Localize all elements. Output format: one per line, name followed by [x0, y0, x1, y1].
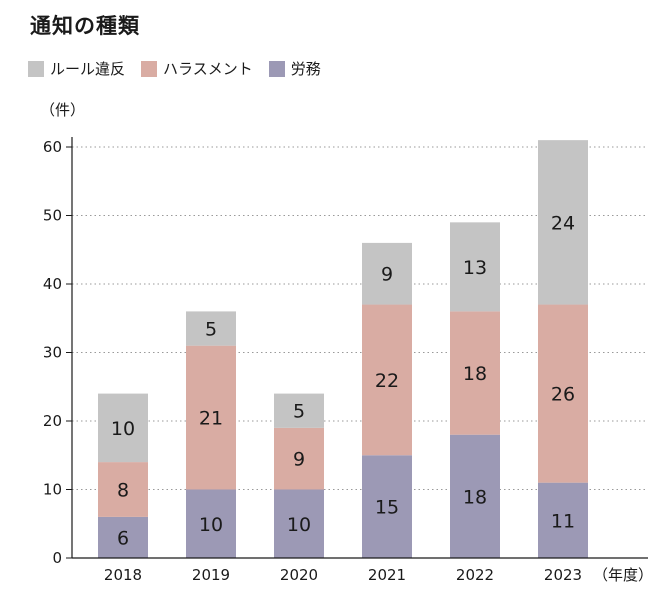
data-label: 10 [199, 514, 223, 536]
legend-item: ハラスメント [141, 58, 253, 79]
y-unit-label: （件） [40, 101, 85, 119]
y-tick-label: 30 [43, 344, 62, 362]
y-tick-label: 0 [52, 549, 62, 567]
y-tick-label: 20 [43, 412, 62, 430]
data-label: 10 [287, 514, 311, 536]
legend-label: ハラスメント [163, 60, 253, 78]
bar-segment [98, 516, 148, 558]
x-tick-label: 2021 [368, 566, 406, 584]
bar-segment [186, 311, 236, 346]
bar-segment [538, 140, 588, 305]
data-label: 22 [375, 370, 399, 392]
bar-segment [274, 393, 324, 428]
y-tick-label: 10 [43, 481, 62, 499]
legend-item: ルール違反 [28, 58, 125, 79]
data-label: 9 [293, 449, 305, 471]
bar-segment [98, 462, 148, 517]
bar-segment [538, 304, 588, 483]
chart-title: 通知の種類 [30, 14, 140, 38]
legend-swatch [28, 60, 44, 77]
legend-swatch [268, 60, 285, 77]
x-tick-label: 2020 [280, 566, 318, 584]
data-label: 15 [375, 497, 399, 519]
data-label: 26 [551, 384, 575, 406]
bar-segment [362, 304, 412, 456]
data-label: 18 [463, 363, 487, 385]
bar-segment [98, 393, 148, 463]
legend-item: 労務 [268, 58, 321, 79]
x-tick-label: 2019 [192, 566, 230, 584]
x-tick-label: 2022 [456, 566, 494, 584]
bar-segment [450, 222, 500, 312]
bar-segment [186, 345, 236, 490]
data-label: 5 [293, 401, 305, 423]
data-label: 21 [199, 408, 223, 430]
data-label: 18 [463, 486, 487, 508]
bar-segment [362, 242, 412, 305]
y-tick-label: 50 [43, 207, 62, 225]
data-label: 11 [551, 510, 575, 532]
bar-segment [538, 482, 588, 558]
data-label: 6 [117, 527, 129, 549]
bar-segment [274, 427, 324, 490]
data-label: 8 [117, 480, 129, 502]
x-unit-label: （年度） [593, 566, 653, 584]
y-tick-label: 40 [43, 275, 62, 293]
x-tick-label: 2018 [104, 566, 142, 584]
chart-legend: ルール違反 ハラスメント 労務 [28, 58, 337, 79]
data-label: 5 [205, 319, 217, 341]
data-label: 9 [381, 264, 393, 286]
legend-swatch [141, 60, 158, 77]
data-label: 13 [463, 257, 487, 279]
data-label: 24 [551, 212, 575, 234]
x-tick-label: 2023 [544, 566, 582, 584]
legend-label: ルール違反 [50, 60, 126, 78]
bar-segment [274, 489, 324, 558]
legend-label: 労務 [290, 60, 321, 78]
bar-segment [362, 455, 412, 558]
bar-segment [450, 311, 500, 435]
bar-segment [186, 489, 236, 558]
data-label: 10 [111, 418, 135, 440]
bar-segment [450, 434, 500, 558]
y-tick-label: 60 [43, 138, 62, 156]
